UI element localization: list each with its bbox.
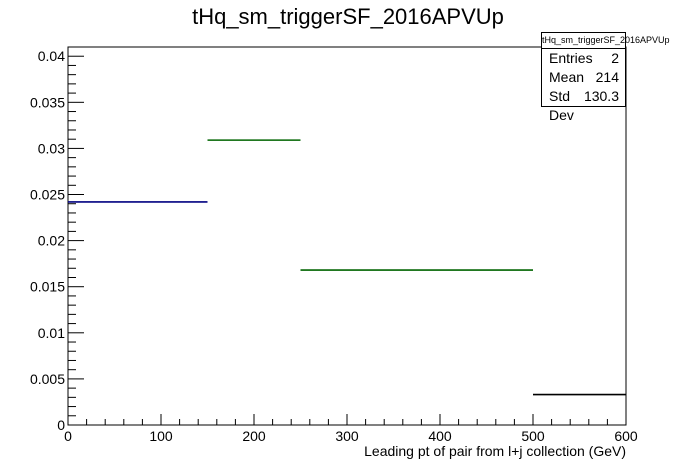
x-axis-label: Leading pt of pair from l+j collection (…: [364, 443, 626, 459]
y-tick-label: 0.005: [30, 371, 65, 387]
y-tick-label: 0.01: [38, 325, 65, 341]
stats-row-stddev: Std Dev 130.3: [542, 87, 625, 123]
x-tick-label: 300: [335, 428, 359, 444]
stats-row-mean: Mean 214: [542, 68, 625, 87]
y-tick-label: 0: [57, 417, 65, 433]
stats-row-entries: Entries 2: [542, 49, 625, 68]
x-tick-label: 100: [149, 428, 173, 444]
y-axis: 0 0.005 0.01 0.015 0.02 0.025 0.03 0.035 0.04: [30, 46, 84, 433]
chart-title: tHq_sm_triggerSF_2016APVUp: [192, 4, 504, 29]
x-tick-label: 0: [64, 428, 72, 444]
stats-value: 214: [595, 69, 619, 85]
x-tick-label: 400: [428, 428, 452, 444]
stats-label: Entries: [549, 50, 593, 66]
y-tick-label: 0.03: [38, 140, 65, 156]
x-tick-label: 500: [521, 428, 545, 444]
y-tick-label: 0.035: [30, 94, 65, 110]
y-tick-label: 0.025: [30, 187, 65, 203]
x-tick-label: 200: [242, 428, 266, 444]
stats-value: 130.3: [583, 88, 619, 104]
y-tick-label: 0.02: [38, 233, 65, 249]
histogram-bins: [68, 139, 626, 396]
y-tick-label: 0.04: [38, 48, 65, 64]
stats-label: Mean: [549, 69, 585, 85]
stats-box: tHq_sm_triggerSF_2016APVUp Entries 2 Mea…: [541, 32, 670, 123]
x-tick-label: 600: [614, 428, 638, 444]
x-axis: 0 100 200 300 400 500 600: [64, 414, 638, 444]
stats-label: Std Dev: [549, 88, 574, 123]
stats-box-title: tHq_sm_triggerSF_2016APVUp: [542, 33, 670, 49]
y-tick-label: 0.015: [30, 279, 65, 295]
stats-value: 2: [611, 50, 619, 66]
